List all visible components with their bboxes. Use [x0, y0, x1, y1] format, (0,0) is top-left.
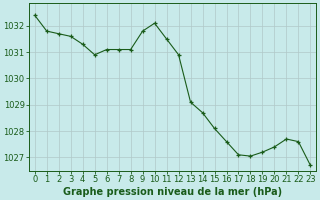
- X-axis label: Graphe pression niveau de la mer (hPa): Graphe pression niveau de la mer (hPa): [63, 187, 282, 197]
